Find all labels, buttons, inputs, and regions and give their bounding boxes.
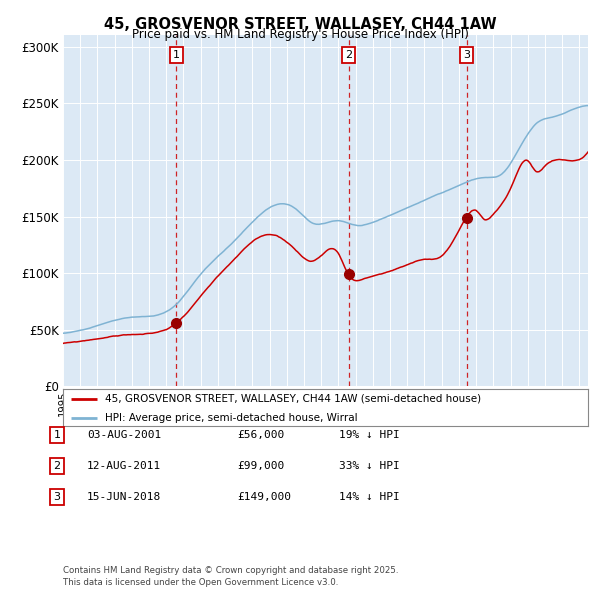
Text: £149,000: £149,000 xyxy=(237,492,291,502)
Text: 15-JUN-2018: 15-JUN-2018 xyxy=(87,492,161,502)
Text: 33% ↓ HPI: 33% ↓ HPI xyxy=(339,461,400,471)
Text: 03-AUG-2001: 03-AUG-2001 xyxy=(87,430,161,440)
Text: Contains HM Land Registry data © Crown copyright and database right 2025.
This d: Contains HM Land Registry data © Crown c… xyxy=(63,566,398,587)
Text: 2: 2 xyxy=(53,461,61,471)
Text: 12-AUG-2011: 12-AUG-2011 xyxy=(87,461,161,471)
Text: 14% ↓ HPI: 14% ↓ HPI xyxy=(339,492,400,502)
Text: Price paid vs. HM Land Registry's House Price Index (HPI): Price paid vs. HM Land Registry's House … xyxy=(131,28,469,41)
Text: 45, GROSVENOR STREET, WALLASEY, CH44 1AW: 45, GROSVENOR STREET, WALLASEY, CH44 1AW xyxy=(104,17,496,31)
Text: HPI: Average price, semi-detached house, Wirral: HPI: Average price, semi-detached house,… xyxy=(105,413,358,423)
Text: £56,000: £56,000 xyxy=(237,430,284,440)
Text: 3: 3 xyxy=(463,50,470,60)
Text: £99,000: £99,000 xyxy=(237,461,284,471)
Text: 45, GROSVENOR STREET, WALLASEY, CH44 1AW (semi-detached house): 45, GROSVENOR STREET, WALLASEY, CH44 1AW… xyxy=(105,394,481,404)
Text: 2: 2 xyxy=(345,50,352,60)
Text: 19% ↓ HPI: 19% ↓ HPI xyxy=(339,430,400,440)
Text: 1: 1 xyxy=(53,430,61,440)
Text: 3: 3 xyxy=(53,492,61,502)
Text: 1: 1 xyxy=(173,50,180,60)
